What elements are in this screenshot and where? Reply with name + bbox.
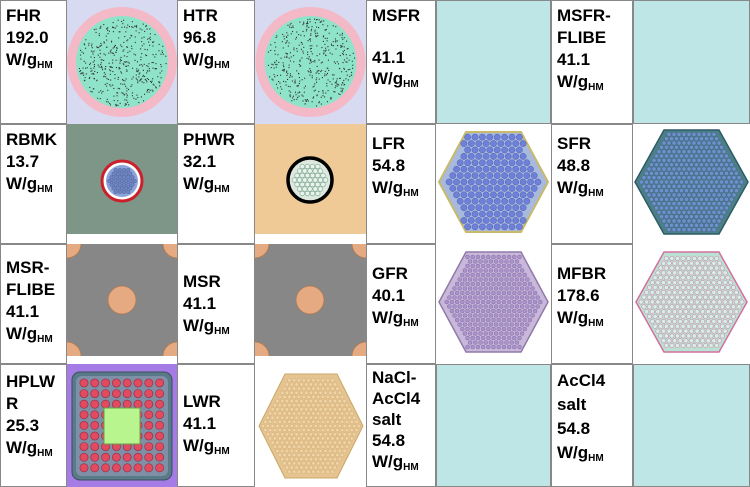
power-density-value: 13.7 bbox=[6, 152, 40, 171]
gfr-core-image bbox=[436, 244, 551, 364]
reactor-name: MSR- bbox=[6, 258, 50, 277]
label-cell-nacl-accl4: NaCl- AcCl4 salt 54.8 W/gHM bbox=[366, 364, 436, 487]
unit-label: W/gHM bbox=[372, 69, 419, 90]
reactor-name: PHWR bbox=[183, 130, 235, 149]
reactor-name-2: FLIBE bbox=[6, 280, 56, 299]
msr-core-image bbox=[255, 244, 366, 364]
unit-label: W/gHM bbox=[183, 50, 230, 71]
power-density-value: 96.8 bbox=[183, 28, 217, 47]
reactor-name: SFR bbox=[557, 134, 591, 153]
power-density-value: 54.8 bbox=[372, 431, 406, 450]
htr-core-image bbox=[255, 0, 366, 124]
unit-label: W/gHM bbox=[372, 452, 419, 473]
sfr-core-image bbox=[633, 124, 750, 244]
power-density-value: 41.1 bbox=[183, 294, 217, 313]
reactor-name-3: salt bbox=[372, 410, 402, 429]
label-cell-phwr: PHWR 32.1 W/gHM bbox=[177, 124, 255, 244]
power-density-value: 54.8 bbox=[557, 419, 591, 438]
power-density-value: 25.3 bbox=[6, 416, 40, 435]
reactor-name: MSFR- bbox=[557, 6, 611, 25]
reactor-name: AcCl4 bbox=[557, 371, 606, 390]
rbmk-core-image bbox=[67, 124, 177, 244]
unit-label: W/gHM bbox=[6, 50, 53, 71]
fhr-core-image bbox=[67, 0, 177, 124]
reactor-name: FHR bbox=[6, 6, 41, 25]
label-cell-accl4: AcCl4 salt 54.8 W/gHM bbox=[551, 364, 633, 487]
power-density-value: 48.8 bbox=[557, 156, 591, 175]
label-cell-msr: MSR 41.1 W/gHM bbox=[177, 244, 255, 364]
reactor-name: LFR bbox=[372, 134, 406, 153]
reactor-name: RBMK bbox=[6, 130, 57, 149]
label-cell-msr-flibe: MSR- FLIBE 41.1 W/gHM bbox=[0, 244, 67, 364]
label-cell-msfr-flibe: MSFR- FLIBE 41.1 W/gHM bbox=[551, 0, 633, 124]
power-density-value: 192.0 bbox=[6, 28, 49, 47]
unit-label: W/gHM bbox=[372, 178, 419, 199]
lwr-core-image bbox=[255, 364, 366, 487]
power-density-value: 41.1 bbox=[372, 48, 406, 67]
phwr-core-image bbox=[255, 124, 366, 244]
label-cell-msfr: MSFR 41.1 W/gHM bbox=[366, 0, 436, 124]
label-cell-gfr: GFR 40.1 W/gHM bbox=[366, 244, 436, 364]
reactor-name: MSFR bbox=[372, 6, 421, 25]
msfr-core-image bbox=[436, 0, 551, 124]
unit-label: W/gHM bbox=[183, 174, 230, 195]
unit-label: W/gHM bbox=[557, 72, 604, 93]
reactor-name-2: salt bbox=[557, 395, 587, 414]
reactor-name: MFBR bbox=[557, 264, 607, 283]
power-density-value: 41.1 bbox=[557, 50, 591, 69]
reactor-name-2: FLIBE bbox=[557, 28, 607, 47]
unit-label: W/gHM bbox=[6, 438, 53, 459]
reactor-name: GFR bbox=[372, 264, 408, 283]
label-cell-hplwr: HPLW R 25.3 W/gHM bbox=[0, 364, 67, 487]
label-cell-lfr: LFR 54.8 W/gHM bbox=[366, 124, 436, 244]
reactor-name: HTR bbox=[183, 6, 218, 25]
reactor-name: NaCl- bbox=[372, 368, 417, 387]
unit-label: W/gHM bbox=[183, 436, 230, 457]
label-cell-mfbr: MFBR 178.6 W/gHM bbox=[551, 244, 633, 364]
reactor-name: HPLW bbox=[6, 372, 56, 391]
unit-label: W/gHM bbox=[372, 308, 419, 329]
reactor-name: LWR bbox=[183, 392, 221, 411]
mfbr-core-image bbox=[633, 244, 750, 364]
unit-label: W/gHM bbox=[6, 174, 53, 195]
reactor-name-2: AcCl4 bbox=[372, 389, 421, 408]
power-density-value: 32.1 bbox=[183, 152, 217, 171]
power-density-value: 40.1 bbox=[372, 286, 406, 305]
reactor-name: MSR bbox=[183, 272, 221, 291]
label-cell-htr: HTR 96.8 W/gHM bbox=[177, 0, 255, 124]
hplwr-core-image bbox=[67, 364, 177, 487]
lfr-core-image bbox=[436, 124, 551, 244]
label-cell-rbmk: RBMK 13.7 W/gHM bbox=[0, 124, 67, 244]
power-density-value: 41.1 bbox=[6, 302, 40, 321]
unit-label: W/gHM bbox=[183, 316, 230, 337]
reactor-name-2: R bbox=[6, 394, 19, 413]
unit-label: W/gHM bbox=[6, 324, 53, 345]
power-density-value: 41.1 bbox=[183, 414, 217, 433]
nacl-accl4-core-image bbox=[436, 364, 551, 487]
label-cell-sfr: SFR 48.8 W/gHM bbox=[551, 124, 633, 244]
unit-label: W/gHM bbox=[557, 308, 604, 329]
msr-flibe-core-image bbox=[67, 244, 177, 364]
msfr-flibe-core-image bbox=[633, 0, 750, 124]
unit-label: W/gHM bbox=[557, 443, 604, 464]
unit-label: W/gHM bbox=[557, 178, 604, 199]
power-density-value: 178.6 bbox=[557, 286, 600, 305]
label-cell-lwr: LWR 41.1 W/gHM bbox=[177, 364, 255, 487]
accl4-core-image bbox=[633, 364, 750, 487]
power-density-value: 54.8 bbox=[372, 156, 406, 175]
label-cell-fhr: FHR 192.0 W/gHM bbox=[0, 0, 67, 124]
